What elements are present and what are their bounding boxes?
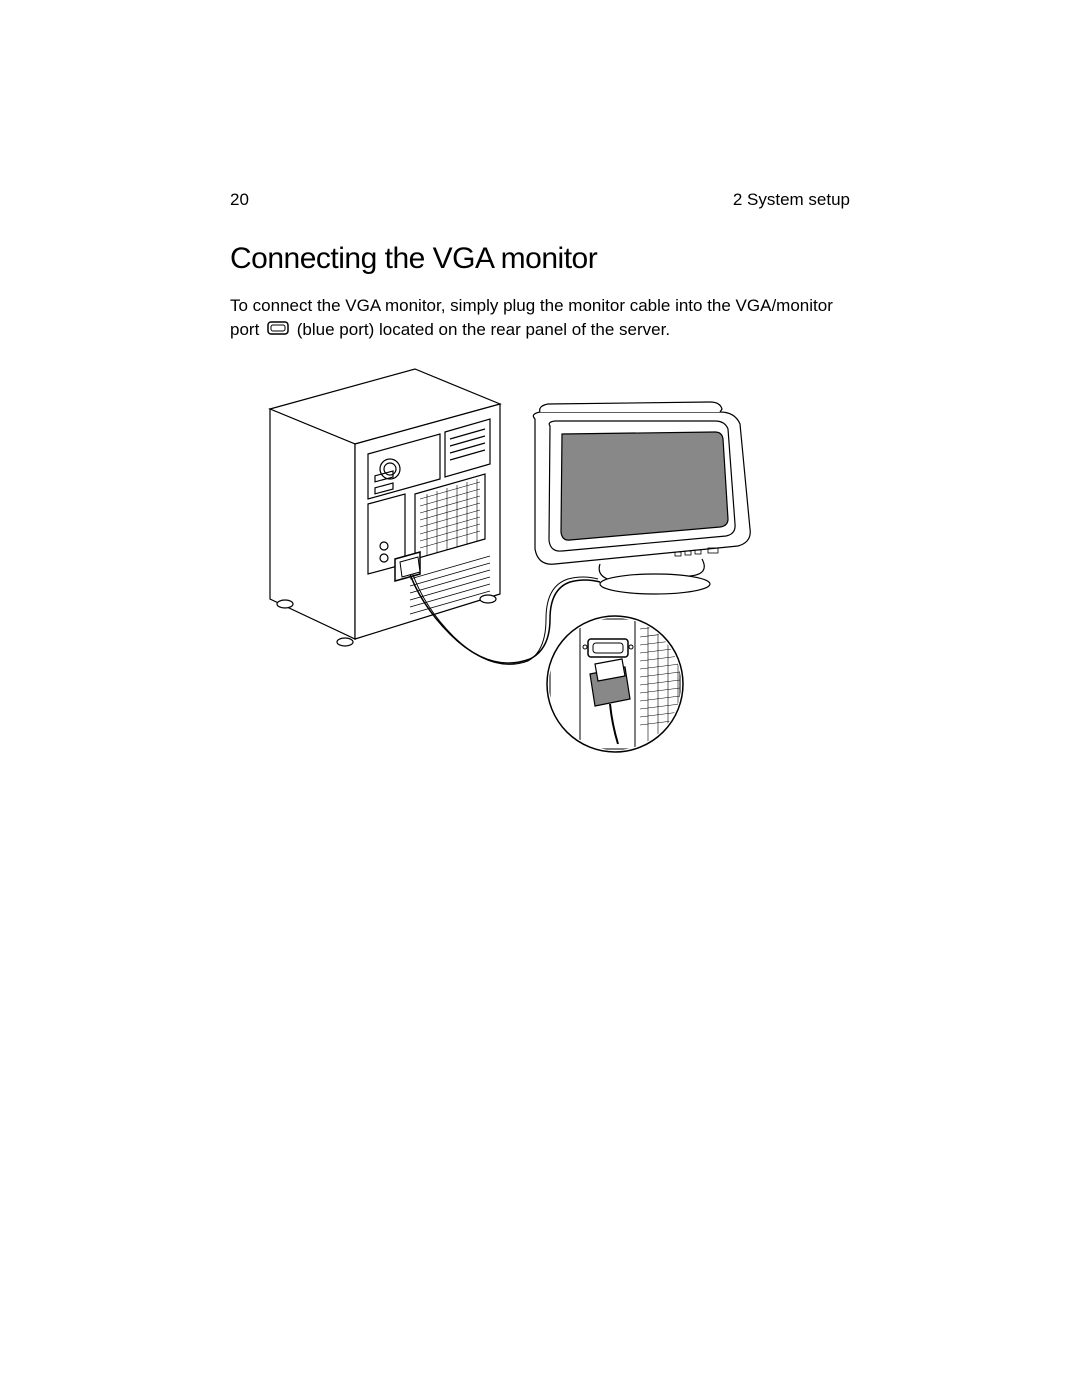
page-header: 20 2 System setup	[230, 190, 850, 210]
page-content: 20 2 System setup Connecting the VGA mon…	[230, 190, 850, 769]
body-paragraph: To connect the VGA monitor, simply plug …	[230, 294, 850, 342]
page-number: 20	[230, 190, 249, 210]
detail-inset	[547, 616, 683, 752]
vga-connection-illustration	[240, 364, 850, 769]
server-tower	[270, 369, 500, 646]
section-title: Connecting the VGA monitor	[230, 242, 850, 276]
chapter-label: 2 System setup	[733, 190, 850, 210]
vga-port-icon	[267, 318, 289, 342]
crt-monitor	[533, 402, 750, 594]
body-text-part2: (blue port) located on the rear panel of…	[297, 320, 670, 339]
